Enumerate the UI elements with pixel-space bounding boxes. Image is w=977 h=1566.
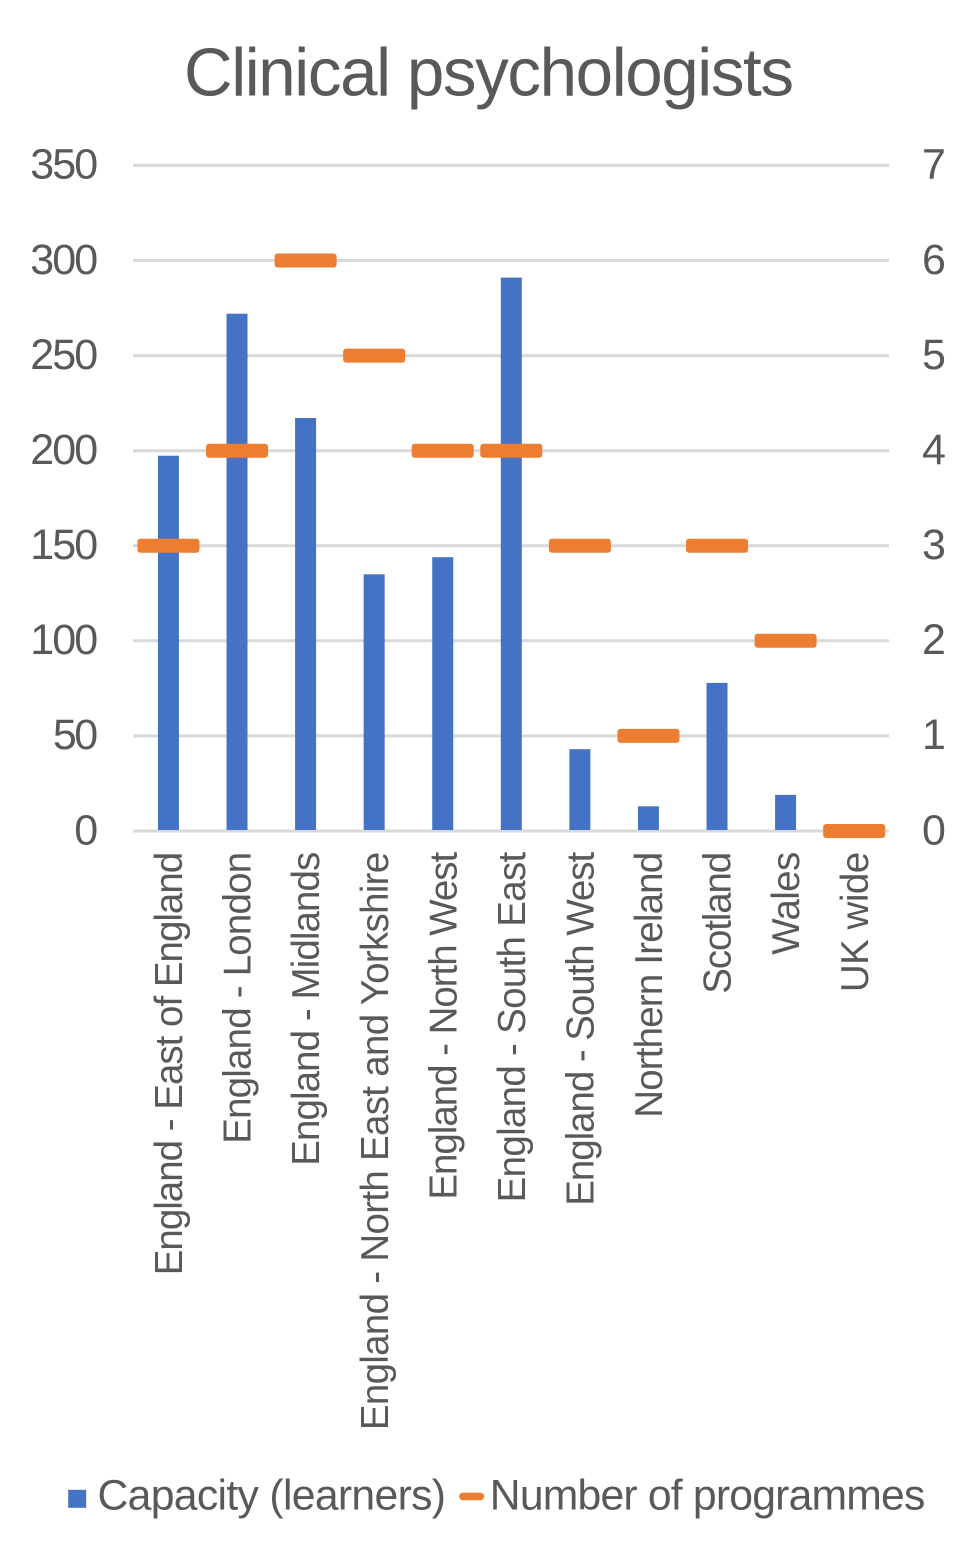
svg-text:Scotland: Scotland [697,852,740,994]
svg-text:250: 250 [30,331,98,379]
svg-text:Wales: Wales [765,852,808,955]
svg-text:England - South West: England - South West [560,852,603,1206]
svg-text:3: 3 [922,521,946,569]
svg-text:England - South East: England - South East [491,852,534,1203]
svg-text:Capacity (learners): Capacity (learners) [98,1471,447,1519]
svg-text:1: 1 [922,711,946,759]
svg-text:0: 0 [922,806,946,854]
svg-text:Northern Ireland: Northern Ireland [628,852,671,1118]
svg-text:0: 0 [74,806,98,854]
svg-text:7: 7 [922,141,946,189]
svg-text:6: 6 [922,236,946,284]
svg-text:England - North East and Yorks: England - North East and Yorkshire [354,852,397,1430]
svg-text:Clinical psychologists: Clinical psychologists [184,35,794,110]
svg-text:150: 150 [30,521,98,569]
svg-text:300: 300 [30,236,98,284]
svg-text:UK wide: UK wide [834,852,877,992]
svg-text:100: 100 [30,616,98,664]
svg-text:England - North West: England - North West [422,852,465,1200]
svg-text:England - East of England: England - East of England [148,852,191,1275]
svg-text:England - Midlands: England - Midlands [285,852,328,1166]
svg-text:4: 4 [922,426,946,474]
svg-text:350: 350 [30,141,98,189]
svg-text:200: 200 [30,426,98,474]
svg-text:50: 50 [53,711,98,759]
svg-text:England - London: England - London [217,852,260,1144]
svg-text:2: 2 [922,616,946,664]
svg-text:Number of programmes: Number of programmes [490,1471,926,1519]
svg-text:5: 5 [922,331,946,379]
